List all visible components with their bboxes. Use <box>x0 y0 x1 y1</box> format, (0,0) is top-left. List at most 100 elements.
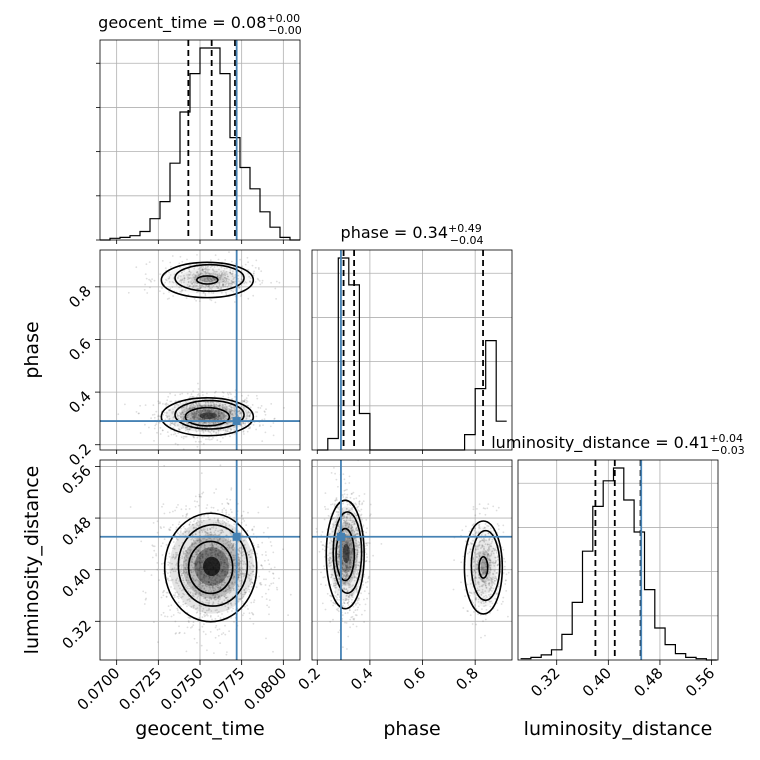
sample-point <box>212 522 215 525</box>
sample-point <box>209 438 211 441</box>
sample-point <box>205 272 208 275</box>
sample-point <box>344 569 347 572</box>
sample-point <box>192 435 195 438</box>
sample-point <box>234 406 236 408</box>
sample-point <box>185 559 188 562</box>
sample-point <box>219 278 222 280</box>
sample-point <box>220 411 223 414</box>
sample-point <box>251 529 254 532</box>
sample-point <box>222 278 224 281</box>
sample-point <box>336 574 339 577</box>
sample-point <box>472 557 474 560</box>
sample-point <box>223 581 226 584</box>
sample-point <box>207 532 210 535</box>
sample-point <box>180 568 183 570</box>
sample-point <box>211 545 214 548</box>
sample-point <box>203 537 206 540</box>
sample-point <box>209 414 211 416</box>
sample-point <box>264 413 267 416</box>
sample-point <box>213 417 216 420</box>
sample-point <box>316 531 318 533</box>
sample-point <box>219 552 222 554</box>
sample-point <box>345 516 348 519</box>
sample-point <box>223 549 226 552</box>
sample-point <box>216 285 218 288</box>
sample-point <box>249 277 252 279</box>
sample-point <box>345 566 348 569</box>
sample-point <box>229 271 232 274</box>
sample-point <box>208 410 211 412</box>
sample-point <box>354 609 357 612</box>
sample-point <box>337 607 340 610</box>
sample-point <box>215 488 218 490</box>
sample-point <box>192 276 195 279</box>
sample-point <box>201 429 203 432</box>
sample-point <box>222 632 225 634</box>
sample-point <box>197 539 200 542</box>
sample-point <box>289 593 292 596</box>
sample-point <box>157 415 159 418</box>
sample-point <box>188 285 191 288</box>
sample-point <box>238 547 241 550</box>
sample-point <box>178 428 181 430</box>
sample-point <box>187 547 190 549</box>
sample-point <box>192 574 195 577</box>
sample-point <box>356 553 359 556</box>
sample-point <box>214 273 217 275</box>
sample-point <box>201 578 204 581</box>
sample-point <box>321 544 324 546</box>
sample-point <box>204 270 207 272</box>
sample-point <box>229 412 232 414</box>
sample-point <box>497 564 499 566</box>
sample-point <box>269 425 272 428</box>
sample-point <box>201 414 204 417</box>
sample-point <box>223 559 226 562</box>
sample-point <box>337 523 340 526</box>
sample-point <box>200 405 202 408</box>
sample-point <box>265 637 267 640</box>
sample-point <box>338 589 340 591</box>
sample-point <box>225 563 228 566</box>
sample-point <box>345 569 347 572</box>
sample-point <box>184 289 187 292</box>
sample-point <box>348 594 351 597</box>
sample-point <box>345 588 348 591</box>
sample-point <box>175 562 178 565</box>
sample-point <box>203 404 206 406</box>
sample-point <box>199 582 202 585</box>
sample-point <box>224 276 227 279</box>
sample-point <box>198 583 201 586</box>
sample-point <box>344 534 347 537</box>
sample-point <box>187 423 189 426</box>
sample-point <box>247 573 250 576</box>
sample-point <box>344 621 346 624</box>
sample-point <box>188 552 191 554</box>
sample-point <box>226 563 229 566</box>
sample-point <box>228 587 231 590</box>
sample-point <box>199 538 202 541</box>
sample-point <box>230 409 232 412</box>
sample-point <box>347 582 349 585</box>
sample-point <box>203 614 206 616</box>
sample-point <box>225 406 228 409</box>
sample-point <box>334 584 337 587</box>
sample-point <box>157 641 159 643</box>
sample-point <box>349 556 352 559</box>
sample-point <box>153 549 156 552</box>
sample-point <box>243 589 246 592</box>
sample-point <box>212 506 215 509</box>
sample-point <box>198 617 201 620</box>
sample-point <box>351 548 354 551</box>
sample-point <box>188 617 191 619</box>
sample-point <box>353 618 355 621</box>
sample-point <box>344 558 347 561</box>
sample-point <box>352 611 355 614</box>
sample-point <box>171 255 174 257</box>
sample-point <box>229 406 232 408</box>
sample-point <box>240 581 243 584</box>
sample-point <box>356 544 359 547</box>
sample-point <box>222 404 225 407</box>
sample-point <box>196 567 198 570</box>
sample-point <box>180 290 183 293</box>
